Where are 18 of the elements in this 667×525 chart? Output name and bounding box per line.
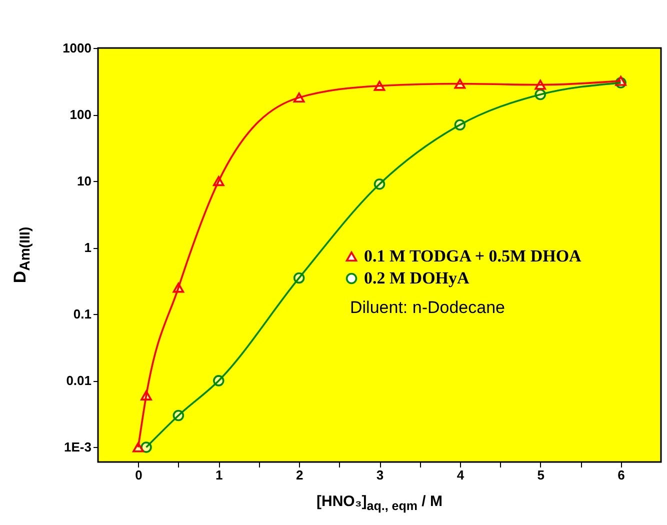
y-tick-label: 1 (84, 240, 92, 256)
x-tick-label: 3 (376, 468, 384, 482)
x-tick-label: 6 (618, 468, 625, 482)
x-tick-label: 4 (456, 468, 465, 482)
x-tick-label: 1 (216, 468, 223, 482)
legend-label: 0.2 M DOHyA (364, 268, 470, 288)
y-tick-label: 0.01 (66, 373, 92, 388)
y-tick-label: 1000 (62, 40, 92, 56)
legend-label: 0.1 M TODGA + 0.5M DHOA (364, 246, 582, 266)
y-tick-label: 0.1 (73, 306, 92, 322)
annotation: Diluent: n-Dodecane (350, 298, 505, 317)
x-tick-label: 0 (135, 468, 142, 482)
x-tick-label: 2 (296, 468, 304, 482)
x-tick-label: 5 (537, 468, 544, 482)
y-tick-label: 100 (70, 107, 92, 122)
y-tick-label: 1E-3 (64, 440, 92, 455)
y-tick-label: 10 (77, 174, 92, 189)
x-axis-title: [HNO₃]$_{aq., eqm}$ / M (316, 493, 444, 513)
